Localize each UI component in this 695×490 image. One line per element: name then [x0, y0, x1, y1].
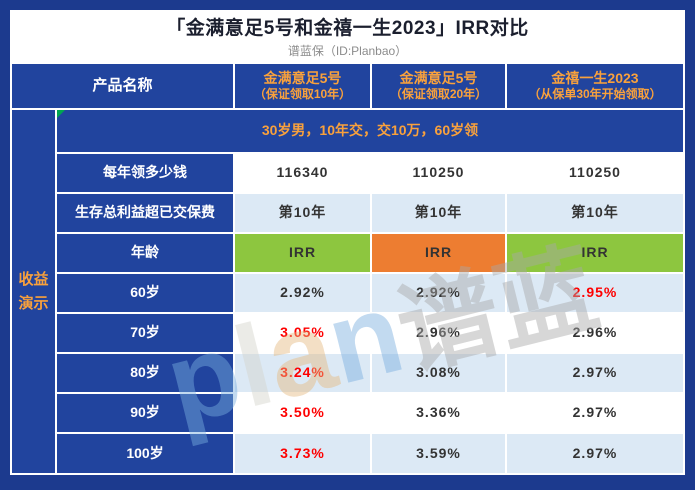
table-cell: 110250: [372, 154, 505, 192]
column-header-product-name: 产品名称: [12, 64, 233, 108]
irr-header-product-3: IRR: [507, 234, 683, 272]
row-label-age-60: 60岁: [57, 274, 233, 312]
table-cell: 110250: [507, 154, 683, 192]
table-cell-highlight: 3.73%: [235, 434, 370, 473]
table-cell: 第10年: [372, 194, 505, 232]
row-label-annual-payout: 每年领多少钱: [57, 154, 233, 192]
row-label-age-90: 90岁: [57, 394, 233, 432]
row-label-age-80: 80岁: [57, 354, 233, 392]
sidebar-line-2: 演示: [18, 294, 49, 312]
table-cell: 2.97%: [507, 354, 683, 392]
irr-header-product-1: IRR: [235, 234, 370, 272]
product-2-note: （保证领取20年）: [389, 87, 488, 102]
sidebar-section-label: 收益 演示: [12, 110, 55, 473]
row-label-age: 年龄: [57, 234, 233, 272]
page-title: 「金满意足5号和金禧一生2023」IRR对比: [166, 18, 529, 39]
comparison-table: 产品名称 金满意足5号 （保证领取10年） 金满意足5号 （保证领取20年） 金…: [10, 62, 685, 475]
table-cell: 第10年: [507, 194, 683, 232]
table-cell: 3.36%: [372, 394, 505, 432]
product-3-name: 金禧一生2023: [551, 69, 639, 86]
column-header-product-3: 金禧一生2023 （从保单30年开始领取）: [507, 64, 683, 108]
table-cell: 3.59%: [372, 434, 505, 473]
product-3-note: （从保单30年开始领取）: [528, 87, 662, 102]
product-2-name: 金满意足5号: [399, 69, 478, 86]
page-subtitle: 谱蓝保（ID:Planbao）: [287, 44, 408, 58]
sidebar-line-1: 收益: [18, 271, 49, 289]
column-header-product-2: 金满意足5号 （保证领取20年）: [372, 64, 505, 108]
row-label-age-70: 70岁: [57, 314, 233, 352]
table-cell-highlight: 3.24%: [235, 354, 370, 392]
table-cell: 2.92%: [235, 274, 370, 312]
column-header-product-1: 金满意足5号 （保证领取10年）: [235, 64, 370, 108]
table-cell-highlight: 2.95%: [507, 274, 683, 312]
comment-marker-icon: [57, 110, 65, 118]
irr-header-product-2: IRR: [372, 234, 505, 272]
table-cell-highlight: 3.05%: [235, 314, 370, 352]
assumption-row: 30岁男，10年交，交10万，60岁领: [57, 110, 683, 152]
table-cell: 3.08%: [372, 354, 505, 392]
row-label-age-100: 100岁: [57, 434, 233, 473]
table-cell: 2.96%: [507, 314, 683, 352]
row-label-breakeven-year: 生存总利益超已交保费: [57, 194, 233, 232]
assumption-text: 30岁男，10年交，交10万，60岁领: [261, 122, 479, 139]
table-cell: 2.96%: [372, 314, 505, 352]
product-1-name: 金满意足5号: [263, 69, 342, 86]
table-cell-highlight: 3.50%: [235, 394, 370, 432]
table-cell: 2.97%: [507, 394, 683, 432]
table-cell: 2.97%: [507, 434, 683, 473]
title-band: 「金满意足5号和金禧一生2023」IRR对比 谱蓝保（ID:Planbao）: [10, 10, 685, 62]
table-cell: 116340: [235, 154, 370, 192]
table-cell: 2.92%: [372, 274, 505, 312]
table-cell: 第10年: [235, 194, 370, 232]
product-1-note: （保证领取10年）: [253, 87, 352, 102]
